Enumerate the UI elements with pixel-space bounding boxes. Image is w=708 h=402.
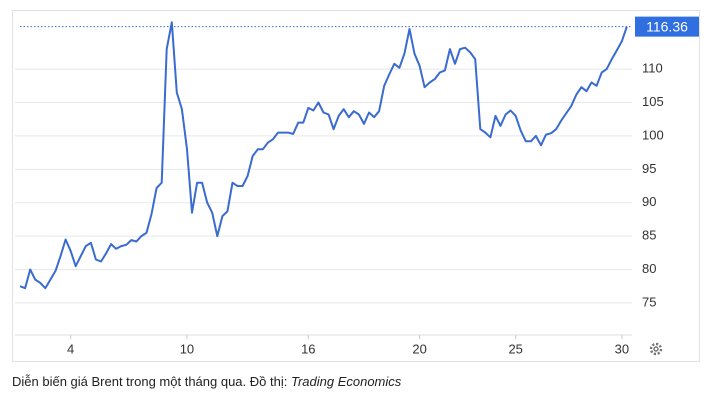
chart: 75 80 85 90 95 100 105 110 4 10 16 20 25 30 116.36 [12, 10, 700, 362]
y-tick-label: 100 [642, 127, 664, 142]
price-line [19, 21, 628, 290]
y-tick-label: 80 [642, 261, 656, 276]
x-tick-label: 30 [615, 341, 629, 356]
y-tick-label: 85 [642, 228, 656, 243]
caption: Diễn biến giá Brent trong một tháng qua.… [12, 374, 401, 389]
last-value-box [635, 16, 699, 37]
y-tick-label: 75 [642, 294, 656, 309]
settings-icon[interactable] [649, 342, 663, 356]
x-tick-label: 10 [180, 341, 194, 356]
y-tick-label: 105 [642, 94, 664, 109]
y-tick-label: 110 [642, 61, 663, 76]
x-tick-label: 4 [67, 341, 74, 356]
caption-source: Trading Economics [290, 374, 402, 389]
last-value-label: 116.36 [646, 18, 688, 34]
y-tick-label: 90 [642, 194, 656, 209]
x-tick-label: 25 [508, 341, 522, 356]
x-tick-label: 16 [301, 341, 315, 356]
chart-frame [12, 10, 700, 362]
caption-text: Diễn biến giá Brent trong một tháng qua.… [12, 374, 288, 389]
y-tick-label: 95 [642, 161, 656, 176]
x-tick-label: 20 [412, 341, 426, 356]
